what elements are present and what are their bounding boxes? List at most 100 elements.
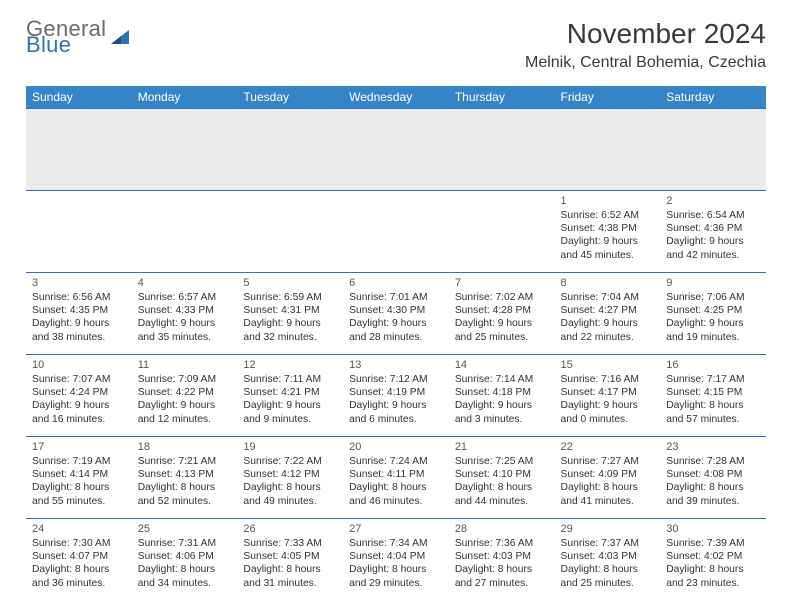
day-number: 26 (243, 522, 337, 536)
sunset-line: Sunset: 4:03 PM (455, 550, 549, 563)
daylight-line: Daylight: 9 hours and 42 minutes. (666, 235, 760, 261)
daylight-line: Daylight: 8 hours and 23 minutes. (666, 563, 760, 589)
daylight-line: Daylight: 9 hours and 6 minutes. (349, 399, 443, 425)
sunset-line: Sunset: 4:35 PM (32, 304, 126, 317)
daylight-line: Daylight: 9 hours and 0 minutes. (561, 399, 655, 425)
sunset-line: Sunset: 4:04 PM (349, 550, 443, 563)
sunset-line: Sunset: 4:14 PM (32, 468, 126, 481)
day-number: 10 (32, 358, 126, 372)
calendar-day-cell: 13Sunrise: 7:12 AMSunset: 4:19 PMDayligh… (343, 355, 449, 437)
spacer-row (26, 109, 766, 191)
day-number: 15 (561, 358, 655, 372)
calendar-day-cell: 3Sunrise: 6:56 AMSunset: 4:35 PMDaylight… (26, 273, 132, 355)
sunrise-line: Sunrise: 7:22 AM (243, 455, 337, 468)
day-number: 25 (138, 522, 232, 536)
sunrise-line: Sunrise: 7:16 AM (561, 373, 655, 386)
month-title: November 2024 (525, 18, 766, 50)
sunset-line: Sunset: 4:30 PM (349, 304, 443, 317)
daylight-line: Daylight: 8 hours and 29 minutes. (349, 563, 443, 589)
sunrise-line: Sunrise: 6:52 AM (561, 209, 655, 222)
sunset-line: Sunset: 4:33 PM (138, 304, 232, 317)
calendar-day-cell: 7Sunrise: 7:02 AMSunset: 4:28 PMDaylight… (449, 273, 555, 355)
sunrise-line: Sunrise: 7:31 AM (138, 537, 232, 550)
calendar-empty-cell (237, 191, 343, 273)
day-number: 20 (349, 440, 443, 454)
day-number: 23 (666, 440, 760, 454)
brand-logo: General Blue (26, 18, 132, 56)
daylight-line: Daylight: 8 hours and 46 minutes. (349, 481, 443, 507)
sunset-line: Sunset: 4:28 PM (455, 304, 549, 317)
calendar-day-cell: 24Sunrise: 7:30 AMSunset: 4:07 PMDayligh… (26, 519, 132, 601)
sunrise-line: Sunrise: 6:57 AM (138, 291, 232, 304)
daylight-line: Daylight: 8 hours and 31 minutes. (243, 563, 337, 589)
calendar-day-cell: 6Sunrise: 7:01 AMSunset: 4:30 PMDaylight… (343, 273, 449, 355)
day-number: 27 (349, 522, 443, 536)
calendar-day-cell: 4Sunrise: 6:57 AMSunset: 4:33 PMDaylight… (132, 273, 238, 355)
sunset-line: Sunset: 4:31 PM (243, 304, 337, 317)
daylight-line: Daylight: 9 hours and 28 minutes. (349, 317, 443, 343)
calendar-day-cell: 2Sunrise: 6:54 AMSunset: 4:36 PMDaylight… (660, 191, 766, 273)
day-number: 21 (455, 440, 549, 454)
sunset-line: Sunset: 4:02 PM (666, 550, 760, 563)
sunrise-line: Sunrise: 7:04 AM (561, 291, 655, 304)
sunset-line: Sunset: 4:22 PM (138, 386, 232, 399)
day-number: 18 (138, 440, 232, 454)
daylight-line: Daylight: 8 hours and 52 minutes. (138, 481, 232, 507)
sunrise-line: Sunrise: 6:59 AM (243, 291, 337, 304)
calendar-day-cell: 8Sunrise: 7:04 AMSunset: 4:27 PMDaylight… (555, 273, 661, 355)
sunset-line: Sunset: 4:07 PM (32, 550, 126, 563)
day-number: 28 (455, 522, 549, 536)
calendar-day-cell: 1Sunrise: 6:52 AMSunset: 4:38 PMDaylight… (555, 191, 661, 273)
calendar-week-row: 3Sunrise: 6:56 AMSunset: 4:35 PMDaylight… (26, 273, 766, 355)
daylight-line: Daylight: 9 hours and 12 minutes. (138, 399, 232, 425)
daylight-line: Daylight: 8 hours and 49 minutes. (243, 481, 337, 507)
day-number: 17 (32, 440, 126, 454)
sunrise-line: Sunrise: 7:33 AM (243, 537, 337, 550)
calendar-day-cell: 11Sunrise: 7:09 AMSunset: 4:22 PMDayligh… (132, 355, 238, 437)
daylight-line: Daylight: 8 hours and 57 minutes. (666, 399, 760, 425)
sunrise-line: Sunrise: 6:56 AM (32, 291, 126, 304)
daylight-line: Daylight: 8 hours and 55 minutes. (32, 481, 126, 507)
day-number: 13 (349, 358, 443, 372)
calendar-week-row: 10Sunrise: 7:07 AMSunset: 4:24 PMDayligh… (26, 355, 766, 437)
calendar-day-cell: 23Sunrise: 7:28 AMSunset: 4:08 PMDayligh… (660, 437, 766, 519)
daylight-line: Daylight: 8 hours and 44 minutes. (455, 481, 549, 507)
calendar-day-cell: 22Sunrise: 7:27 AMSunset: 4:09 PMDayligh… (555, 437, 661, 519)
weekday-header: Friday (555, 86, 661, 109)
sunrise-line: Sunrise: 7:36 AM (455, 537, 549, 550)
calendar-day-cell: 28Sunrise: 7:36 AMSunset: 4:03 PMDayligh… (449, 519, 555, 601)
calendar-day-cell: 21Sunrise: 7:25 AMSunset: 4:10 PMDayligh… (449, 437, 555, 519)
calendar-table: SundayMondayTuesdayWednesdayThursdayFrid… (26, 86, 766, 601)
sunset-line: Sunset: 4:17 PM (561, 386, 655, 399)
sunrise-line: Sunrise: 7:17 AM (666, 373, 760, 386)
sunset-line: Sunset: 4:13 PM (138, 468, 232, 481)
calendar-day-cell: 20Sunrise: 7:24 AMSunset: 4:11 PMDayligh… (343, 437, 449, 519)
day-number: 8 (561, 276, 655, 290)
calendar-day-cell: 26Sunrise: 7:33 AMSunset: 4:05 PMDayligh… (237, 519, 343, 601)
calendar-day-cell: 25Sunrise: 7:31 AMSunset: 4:06 PMDayligh… (132, 519, 238, 601)
calendar-day-cell: 9Sunrise: 7:06 AMSunset: 4:25 PMDaylight… (660, 273, 766, 355)
sunset-line: Sunset: 4:08 PM (666, 468, 760, 481)
sunrise-line: Sunrise: 7:37 AM (561, 537, 655, 550)
calendar-day-cell: 14Sunrise: 7:14 AMSunset: 4:18 PMDayligh… (449, 355, 555, 437)
sunrise-line: Sunrise: 7:25 AM (455, 455, 549, 468)
sunrise-line: Sunrise: 7:02 AM (455, 291, 549, 304)
calendar-day-cell: 15Sunrise: 7:16 AMSunset: 4:17 PMDayligh… (555, 355, 661, 437)
day-number: 12 (243, 358, 337, 372)
calendar-day-cell: 5Sunrise: 6:59 AMSunset: 4:31 PMDaylight… (237, 273, 343, 355)
sunrise-line: Sunrise: 7:24 AM (349, 455, 443, 468)
day-number: 9 (666, 276, 760, 290)
sail-icon (110, 28, 132, 48)
sunset-line: Sunset: 4:05 PM (243, 550, 337, 563)
day-number: 14 (455, 358, 549, 372)
weekday-header: Wednesday (343, 86, 449, 109)
sunrise-line: Sunrise: 7:11 AM (243, 373, 337, 386)
sunrise-line: Sunrise: 7:12 AM (349, 373, 443, 386)
sunset-line: Sunset: 4:18 PM (455, 386, 549, 399)
weekday-header: Monday (132, 86, 238, 109)
daylight-line: Daylight: 8 hours and 27 minutes. (455, 563, 549, 589)
day-number: 4 (138, 276, 232, 290)
calendar-week-row: 24Sunrise: 7:30 AMSunset: 4:07 PMDayligh… (26, 519, 766, 601)
weekday-header: Thursday (449, 86, 555, 109)
day-number: 5 (243, 276, 337, 290)
